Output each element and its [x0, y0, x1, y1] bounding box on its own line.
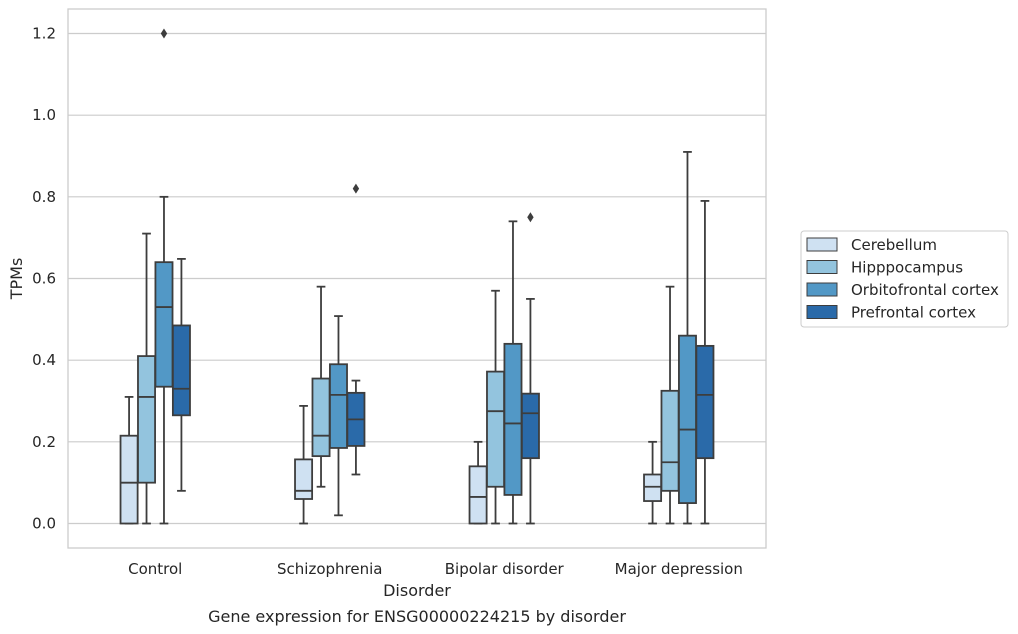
x-tick-label: Bipolar disorder: [445, 560, 565, 578]
x-tick-label: Control: [128, 560, 182, 578]
x-tick-label: Major depression: [615, 560, 743, 578]
box-group: [660, 285, 680, 525]
y-tick-label: 0.8: [32, 188, 56, 206]
box-group: [311, 285, 331, 488]
y-tick-labels: 0.0 0.2 0.4 0.6 0.8 1.0 1.2: [32, 25, 56, 533]
box-group: [503, 220, 523, 525]
iqr-box: [503, 342, 523, 496]
iqr-box: [311, 377, 331, 458]
x-tick-labels: Control Schizophrenia Bipolar disorder Majo…: [128, 560, 743, 578]
box-group: [486, 289, 505, 525]
legend-swatch: [806, 260, 838, 274]
box-group: [154, 28, 174, 525]
legend-items: Cerebellum Hipppocampus Orbitofrontal cort…: [806, 236, 999, 322]
legend-swatch: [806, 305, 838, 319]
y-tick-label: 1.2: [32, 25, 56, 43]
box-group: [294, 404, 314, 525]
legend-label: Cerebellum: [851, 236, 937, 254]
iqr-box: [660, 389, 680, 492]
outlier-point: [527, 212, 534, 223]
y-tick-label: 0.6: [32, 270, 56, 288]
legend-swatch: [806, 282, 838, 297]
legend-label: Orbitofrontal cortex: [851, 281, 999, 299]
y-tick-label: 1.0: [32, 106, 56, 124]
plot-frame: [67, 8, 767, 549]
outlier-point: [352, 183, 360, 194]
iqr-box: [137, 355, 156, 484]
box-layer: [119, 28, 715, 525]
legend-swatch: [806, 237, 838, 252]
box-group: [678, 151, 697, 525]
box-group: [346, 183, 366, 476]
iqr-box: [486, 370, 505, 488]
legend: Cerebellum Hipppocampus Orbitofrontal cort…: [800, 230, 1009, 328]
chart-title: Gene expression for ENSG00000224215 by d…: [208, 607, 626, 626]
x-axis-label: Disorder: [383, 581, 451, 600]
y-tick-label: 0.4: [32, 351, 56, 369]
y-tick-label: 0.0: [32, 515, 56, 533]
iqr-box: [643, 473, 663, 502]
legend-label: Hipppocampus: [851, 259, 963, 277]
iqr-box: [329, 363, 348, 449]
box-group: [520, 212, 540, 525]
iqr-box: [154, 261, 174, 388]
iqr-box: [520, 392, 540, 460]
box-group: [329, 315, 348, 517]
box-group: [695, 200, 715, 525]
iqr-box: [294, 458, 314, 500]
iqr-box: [678, 334, 697, 504]
box-group: [171, 257, 191, 492]
legend-frame: [800, 230, 1009, 328]
box-group: [468, 440, 488, 525]
x-tick-label: Schizophrenia: [277, 560, 382, 578]
legend-label: Prefrontal cortex: [851, 304, 976, 322]
y-tick-label: 0.2: [32, 433, 56, 451]
iqr-box: [468, 465, 488, 525]
iqr-box: [695, 344, 715, 460]
iqr-box: [119, 434, 139, 525]
iqr-box: [171, 324, 191, 417]
outlier-point: [160, 28, 168, 39]
box-group: [643, 440, 663, 525]
box-group: [137, 232, 156, 525]
box-group: [119, 396, 139, 525]
y-axis-label: TPMs: [7, 258, 26, 301]
